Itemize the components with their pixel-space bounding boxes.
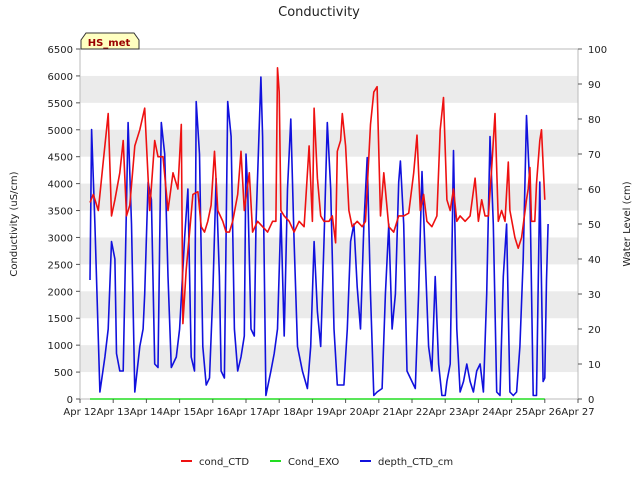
chart-title: Conductivity	[278, 5, 360, 20]
grid-band	[80, 183, 578, 211]
x-tick-label: Apr 12	[63, 407, 96, 418]
y-tick-label: 4000	[48, 180, 73, 191]
x-tick-label: Apr 13	[97, 407, 130, 418]
y2-tick-label: 100	[588, 45, 607, 56]
grid-band	[80, 75, 578, 103]
badge-label: HS_met	[88, 38, 131, 49]
y-tick-label: 0	[67, 395, 73, 406]
y-tick-label: 6000	[48, 72, 73, 83]
axes: 0500100015002000250030003500400045005000…	[48, 45, 608, 418]
x-tick-label: Apr 20	[329, 407, 362, 418]
series-line-cond-ctd	[89, 67, 546, 325]
x-tick-label: Apr 23	[429, 407, 462, 418]
y-tick-label: 500	[54, 368, 73, 379]
y2-tick-label: 10	[588, 360, 601, 371]
y-tick-label: 5000	[48, 126, 73, 137]
y2-tick-label: 60	[588, 185, 601, 196]
x-tick-label: Apr 17	[229, 407, 262, 418]
badge-shape	[80, 32, 140, 50]
legend-label: Cond_EXO	[288, 457, 339, 468]
y2-tick-label: 80	[588, 115, 601, 126]
x-tick-label: Apr 22	[395, 407, 428, 418]
legend: cond_CTD Cond_EXO depth_CTD_cm	[181, 457, 453, 468]
y-axis-label: Conductivity (uS/cm)	[9, 171, 20, 276]
y-tick-label: 2000	[48, 287, 73, 298]
legend-label: depth_CTD_cm	[378, 457, 453, 468]
series-lines	[89, 67, 549, 400]
x-tick-label: Apr 25	[495, 407, 528, 418]
y-tick-label: 1000	[48, 341, 73, 352]
x-tick-label: Apr 21	[362, 407, 395, 418]
series-line-depth-ctd-cm	[89, 76, 549, 397]
y-tick-label: 1500	[48, 314, 73, 325]
y2-tick-label: 70	[588, 150, 601, 161]
y-tick-label: 6500	[48, 45, 73, 56]
x-tick-label: Apr 16	[196, 407, 229, 418]
y-tick-label: 3500	[48, 207, 73, 218]
y-tick-label: 5500	[48, 99, 73, 110]
x-tick-label: Apr 27	[561, 407, 594, 418]
y2-tick-label: 30	[588, 290, 601, 301]
legend-label: cond_CTD	[199, 457, 249, 468]
y2-axis-label: Water Level (cm)	[622, 181, 633, 266]
y-tick-label: 3000	[48, 233, 73, 244]
y2-tick-label: 90	[588, 80, 601, 91]
y2-tick-label: 0	[588, 395, 594, 406]
y-tick-label: 4500	[48, 153, 73, 164]
x-tick-label: Apr 15	[163, 407, 196, 418]
x-tick-label: Apr 24	[462, 407, 495, 418]
grid-band	[80, 237, 578, 265]
x-tick-label: Apr 14	[130, 407, 163, 418]
x-tick-label: Apr 26	[528, 407, 561, 418]
grid-band	[80, 345, 578, 373]
x-tick-label: Apr 19	[296, 407, 329, 418]
x-tick-label: Apr 18	[263, 407, 296, 418]
y2-tick-label: 40	[588, 255, 601, 266]
y-tick-label: 2500	[48, 260, 73, 271]
y2-tick-label: 20	[588, 325, 601, 336]
y2-tick-label: 50	[588, 220, 601, 231]
station-badge: HS_met	[80, 32, 140, 50]
